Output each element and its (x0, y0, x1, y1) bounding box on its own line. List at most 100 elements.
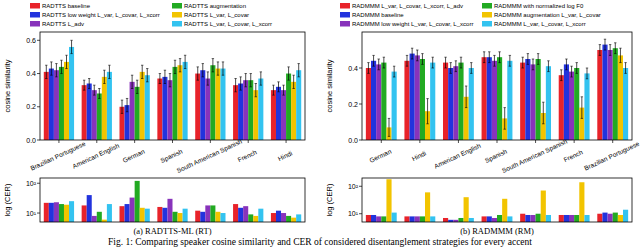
bar (49, 203, 54, 222)
error-bar (278, 82, 279, 92)
error-bar (89, 79, 90, 89)
error-cap (465, 86, 467, 87)
bar (559, 215, 564, 222)
bar (140, 72, 145, 140)
error-bar (298, 64, 299, 77)
error-bar (202, 64, 203, 77)
error-cap (586, 78, 588, 79)
bar (371, 215, 376, 222)
error-cap (421, 64, 423, 65)
bar (54, 202, 59, 222)
bar (167, 199, 172, 222)
y-tick (37, 73, 40, 74)
bar (623, 68, 628, 140)
legend-label: RADTTS L_adv (42, 21, 84, 27)
error-cap (576, 62, 578, 63)
error-bar (378, 59, 379, 70)
error-cap (483, 62, 485, 63)
bar (525, 59, 530, 140)
error-bar (620, 48, 621, 62)
bar (569, 215, 574, 222)
bar (233, 204, 238, 222)
error-cap (250, 73, 252, 74)
error-bar (99, 88, 100, 98)
error-bar (455, 61, 456, 72)
error-bar (548, 61, 549, 72)
error-bar (509, 55, 510, 66)
bar (183, 62, 188, 140)
error-cap (416, 50, 418, 51)
plot-area (44, 40, 301, 140)
error-cap (297, 76, 299, 77)
legend-swatch (172, 21, 182, 27)
y-axis-label: log (CER) (3, 183, 12, 216)
bar (291, 82, 296, 140)
error-bar (432, 57, 433, 68)
bar (443, 63, 448, 140)
error-bar (61, 60, 62, 73)
bar (392, 213, 397, 222)
error-bar (394, 66, 395, 77)
error-bar (389, 118, 390, 136)
error-bar (522, 57, 523, 68)
bar (507, 61, 512, 140)
frame (40, 32, 305, 140)
bar (248, 80, 253, 140)
bar (140, 208, 145, 222)
bar (157, 79, 162, 140)
error-cap (146, 68, 148, 69)
error-cap (619, 62, 621, 63)
y-tick-label: 0.0 (26, 137, 36, 144)
error-cap (367, 73, 369, 74)
bar (145, 209, 150, 222)
bar (44, 72, 49, 140)
legend-swatch (482, 12, 492, 18)
error-cap (174, 60, 176, 61)
error-cap (493, 55, 495, 56)
error-cap (522, 57, 524, 58)
x-tick (134, 140, 135, 143)
error-bar (109, 65, 110, 78)
error-cap (393, 77, 395, 78)
bar (536, 59, 541, 140)
error-cap (570, 66, 572, 67)
bar (525, 215, 530, 222)
error-cap (83, 90, 85, 91)
error-bar (235, 79, 236, 92)
error-cap (450, 73, 452, 74)
error-cap (88, 78, 90, 79)
bar (602, 213, 607, 222)
x-tick (381, 140, 382, 143)
bar (145, 75, 150, 140)
y-tick (359, 104, 362, 105)
error-cap (444, 57, 446, 58)
bar (376, 64, 381, 140)
bar (366, 68, 371, 140)
bar (258, 209, 263, 222)
bar (386, 179, 391, 222)
error-bar (587, 68, 588, 79)
error-cap (460, 57, 462, 58)
error-cap (432, 68, 434, 69)
bar (258, 79, 263, 140)
error-cap (586, 68, 588, 69)
y-tick (37, 140, 40, 141)
bar (574, 215, 579, 222)
error-cap (260, 85, 262, 86)
error-cap (131, 88, 133, 89)
legend-label: RADMMM L_var, L_covar, L_xcorr, L_adv (352, 3, 463, 9)
bar (64, 205, 69, 222)
error-cap (411, 48, 413, 49)
error-cap (604, 50, 606, 51)
error-cap (287, 66, 289, 67)
error-cap (624, 62, 626, 63)
bar (296, 70, 301, 140)
plot-area (44, 181, 301, 222)
bar (82, 205, 87, 222)
bar (546, 66, 551, 140)
bar (215, 212, 220, 222)
error-bar (533, 59, 534, 70)
error-cap (547, 71, 549, 72)
y-tick (37, 106, 40, 107)
error-bar (543, 102, 544, 124)
